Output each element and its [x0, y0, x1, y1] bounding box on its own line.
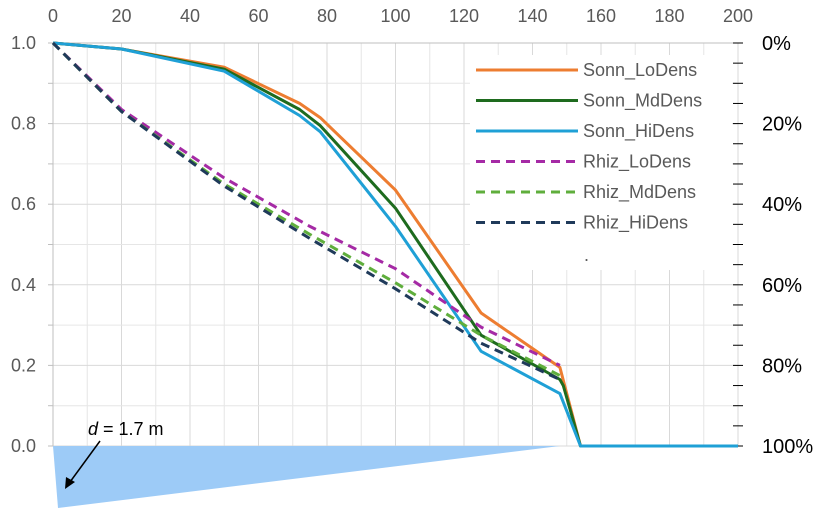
x-tick-label: 80	[317, 6, 337, 26]
legend-label: Rhiz_MdDens	[583, 182, 696, 203]
legend-extra: .	[584, 245, 589, 265]
legend-label: Sonn_HiDens	[583, 121, 694, 142]
y-tick-label: 0.2	[11, 355, 36, 375]
depth-label: d = 1.7 m	[88, 419, 164, 439]
x-tick-label: 100	[380, 6, 410, 26]
x-tick-label: 140	[517, 6, 547, 26]
y-tick-label: 1.0	[11, 33, 36, 53]
y2-tick-label: 40%	[762, 194, 802, 216]
depth-wedge	[53, 440, 560, 508]
y2-tick-label: 60%	[762, 275, 802, 297]
legend-label: Sonn_MdDens	[583, 91, 702, 112]
legend-label: Sonn_LoDens	[583, 60, 697, 81]
legend-label: Rhiz_LoDens	[583, 152, 691, 173]
x-tick-label: 40	[180, 6, 200, 26]
x-tick-label: 60	[248, 6, 268, 26]
y2-tick-label: 100%	[762, 436, 813, 458]
series-lines	[51, 41, 738, 448]
depth-arrow-shaft	[69, 440, 101, 483]
tick-labels: 0 20 40 60 80 100 120 140 160 180 200 0.0 0.2 0.4 0.6 0…	[11, 6, 813, 458]
legend: Sonn_LoDens Sonn_MdDens Sonn_HiDens Rhiz_Lo…	[470, 55, 732, 270]
y-tick-label: 0.8	[11, 114, 36, 134]
series-line-rhiz-hidens	[51, 41, 561, 381]
y-tick-label: 0.6	[11, 194, 36, 214]
x-tick-label: 180	[654, 6, 684, 26]
axes	[48, 42, 743, 447]
y2-tick-label: 20%	[762, 114, 802, 136]
x-tick-label: 0	[48, 6, 58, 26]
depth-value: = 1.7 m	[98, 419, 164, 439]
depth-wedge-shape	[53, 446, 560, 508]
x-tick-label: 120	[449, 6, 479, 26]
y-tick-label: 0.4	[11, 275, 36, 295]
y-tick-label: 0.0	[11, 436, 36, 456]
legend-label: Rhiz_HiDens	[583, 213, 688, 234]
y2-tick-label: 0%	[762, 33, 791, 55]
depth-symbol: d	[88, 419, 99, 439]
x-tick-label: 20	[111, 6, 131, 26]
x-tick-label: 200	[723, 6, 753, 26]
depth-arrow-head	[65, 477, 75, 489]
annotation: d = 1.7 m	[88, 419, 164, 439]
x-tick-label: 160	[586, 6, 616, 26]
series-line-sonn-hidens	[52, 41, 738, 448]
y2-tick-label: 80%	[762, 355, 802, 377]
